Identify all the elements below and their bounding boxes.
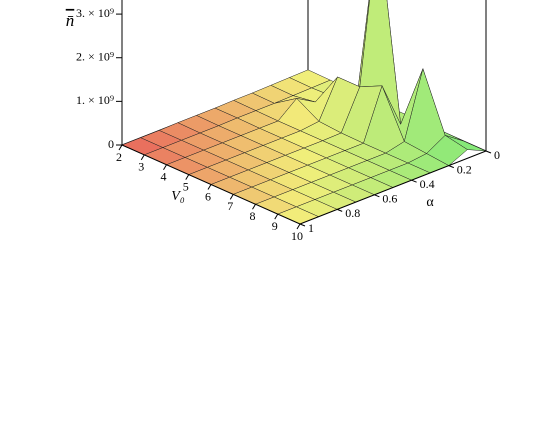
y-tick-label: 0.4 xyxy=(420,177,435,191)
z-axis-title: n̄ xyxy=(66,11,75,30)
x-tick-label: 6 xyxy=(205,189,211,203)
y-tick-label: 0.2 xyxy=(457,162,472,176)
x-tick-label: 3 xyxy=(138,160,144,174)
y-tick xyxy=(485,150,492,154)
y-tick xyxy=(374,194,380,198)
y-tick-label: 1 xyxy=(308,221,314,235)
y-tick xyxy=(299,223,306,227)
y-tick-label: 0.6 xyxy=(382,192,397,206)
x-tick xyxy=(252,203,256,210)
x-tick-label: 4 xyxy=(161,170,167,184)
x-tick xyxy=(140,154,145,161)
x-tick-label: 5 xyxy=(183,179,189,193)
y-tick xyxy=(448,165,454,169)
x-tick xyxy=(207,184,212,190)
x-tick xyxy=(118,144,123,151)
z-tick-label: 3. × 10⁹ xyxy=(76,6,114,20)
x-tick xyxy=(185,174,190,180)
z-tick-label: 2. × 10⁹ xyxy=(76,49,114,63)
x-tick-label: 9 xyxy=(272,219,278,233)
z-tick-label: 0 xyxy=(108,137,114,151)
x-tick xyxy=(229,194,234,200)
x-tick-label: 8 xyxy=(250,209,256,223)
x-tick xyxy=(163,164,167,171)
y-tick xyxy=(411,179,417,183)
x-axis-title: V₀ xyxy=(171,189,185,204)
x-tick xyxy=(296,223,301,230)
y-axis-title: α xyxy=(426,195,434,210)
y-tick xyxy=(337,208,343,212)
x-tick-label: 2 xyxy=(116,150,122,164)
y-tick-label: 0.8 xyxy=(345,206,360,220)
z-tick-label: 1. × 10⁹ xyxy=(76,93,114,107)
x-tick-label: 10 xyxy=(291,229,303,243)
x-tick xyxy=(274,213,279,220)
y-tick-label: 0 xyxy=(494,148,500,162)
floor-edge xyxy=(299,150,487,225)
x-tick-label: 7 xyxy=(227,199,233,213)
